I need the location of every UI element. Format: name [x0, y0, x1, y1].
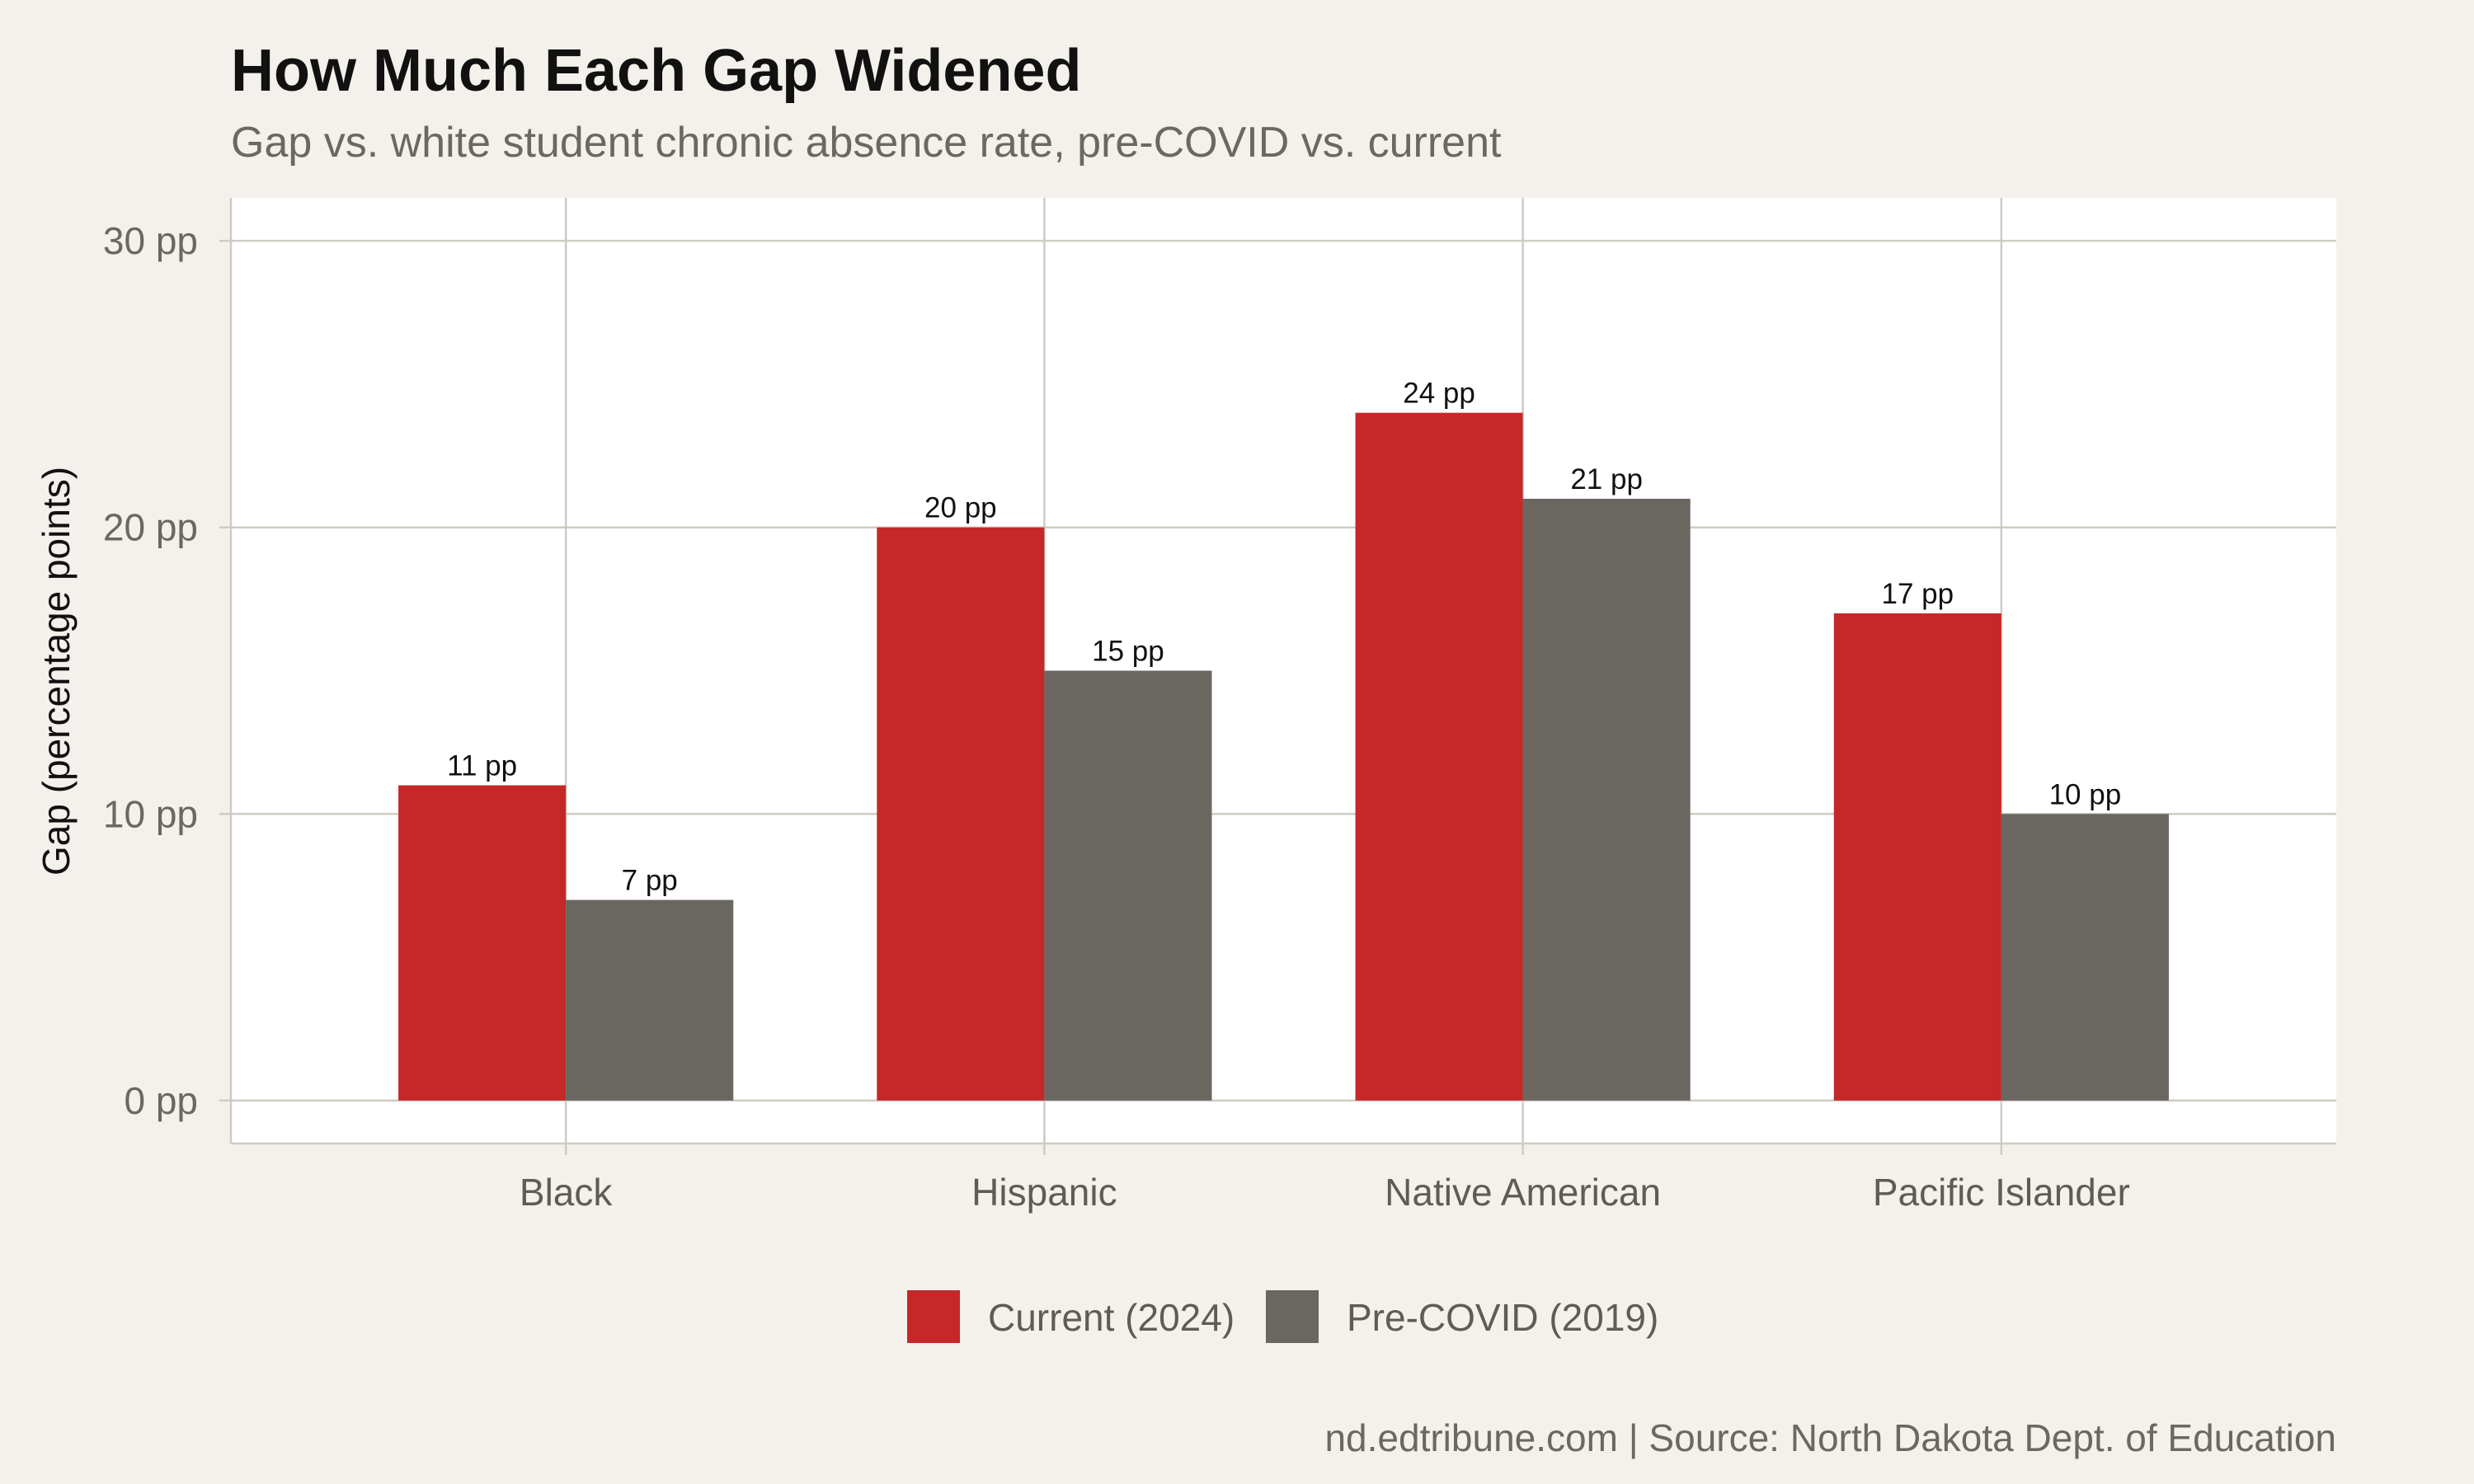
bar-precovid	[2001, 814, 2169, 1101]
y-tick-label: 20 pp	[103, 506, 198, 549]
x-tick-label: Pacific Islander	[1873, 1171, 2130, 1214]
y-axis-title: Gap (percentage points)	[35, 467, 78, 876]
legend-label-current: Current (2024)	[988, 1296, 1235, 1339]
legend: Current (2024) Pre-COVID (2019)	[907, 1290, 1658, 1343]
x-tick-label: Hispanic	[971, 1171, 1117, 1214]
bar-value-label: 17 pp	[1882, 578, 1954, 610]
y-tick-label: 10 pp	[103, 792, 198, 835]
bar-current	[1355, 412, 1523, 1101]
bar-value-label: 10 pp	[2049, 778, 2122, 810]
bar-value-label: 24 pp	[1403, 378, 1475, 410]
bar-value-label: 7 pp	[622, 865, 678, 897]
x-axis-ticks: Black Hispanic Native American Pacific Isla…	[520, 1144, 2130, 1214]
source-caption: nd.edtribune.com | Source: North Dakota …	[1324, 1416, 2336, 1459]
y-axis-ticks: 0 pp 10 pp 20 pp 30 pp	[103, 219, 231, 1122]
bar-labels: 11 pp 20 pp 24 pp 17 pp 7 pp 15 pp 21 pp 10 pp	[447, 378, 2121, 897]
bar-value-label: 20 pp	[924, 492, 997, 524]
bar-value-label: 21 pp	[1570, 463, 1643, 495]
bar-precovid	[566, 899, 734, 1101]
bars	[398, 412, 2169, 1101]
legend-swatch-current	[907, 1290, 960, 1343]
legend-label-precovid: Pre-COVID (2019)	[1347, 1296, 1658, 1339]
y-tick-label: 0 pp	[124, 1079, 198, 1122]
chart-subtitle: Gap vs. white student chronic absence ra…	[231, 119, 1502, 167]
bar-value-label: 15 pp	[1092, 636, 1164, 668]
bar-current	[877, 527, 1045, 1101]
bar-value-label: 11 pp	[447, 750, 517, 782]
x-tick-label: Native American	[1385, 1171, 1661, 1214]
chart-title: How Much Each Gap Widened	[231, 38, 1081, 104]
bar-precovid	[1522, 498, 1691, 1101]
y-tick-label: 30 pp	[103, 219, 198, 262]
x-tick-label: Black	[520, 1171, 613, 1214]
bar-current	[398, 785, 567, 1101]
bar-precovid	[1044, 670, 1212, 1101]
bar-current	[1833, 613, 2001, 1101]
gridlines	[229, 198, 2336, 1145]
legend-swatch-precovid	[1266, 1290, 1319, 1343]
